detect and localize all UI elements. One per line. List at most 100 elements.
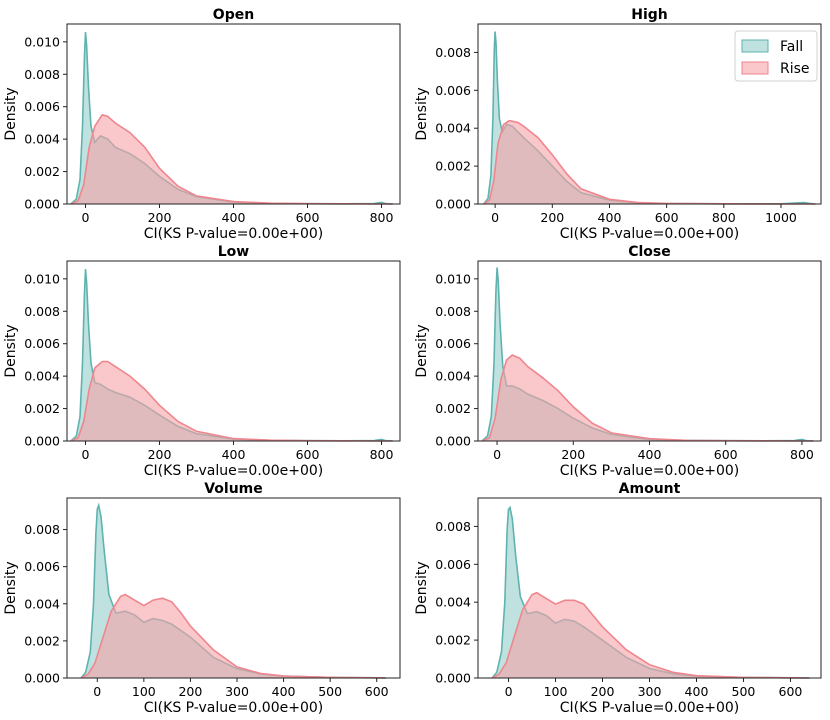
- x-tick-label-open: 800: [370, 210, 394, 225]
- x-tick-label-amount: 200: [591, 684, 615, 699]
- y-axis-label-low: Density: [3, 324, 19, 377]
- y-tick-label-high: 0.008: [435, 45, 471, 60]
- y-tick-label-open: 0.006: [24, 99, 60, 114]
- x-tick-label-close: 200: [561, 447, 585, 462]
- chart-title-volume: Volume: [204, 481, 263, 497]
- x-tick-label-open: 600: [296, 210, 320, 225]
- x-tick-label-low: 600: [296, 447, 320, 462]
- axes-frame-volume: [66, 497, 401, 679]
- y-tick-label-low: 0.002: [24, 401, 60, 416]
- x-tick-label-low: 0: [82, 447, 90, 462]
- y-tick-label-close: 0.004: [435, 369, 471, 384]
- y-tick-label-close: 0.010: [435, 271, 471, 286]
- series-line-rise-volume: [80, 593, 387, 679]
- legend-swatch-rise: [741, 61, 769, 75]
- y-tick-label-volume: 0.004: [24, 596, 60, 611]
- x-tick-label-open: 400: [222, 210, 246, 225]
- panel-volume: 0 100 200 300 400 500 600 0.000 0.002 0.004 0.006 0…: [3, 481, 401, 716]
- y-tick-label-volume: 0.006: [24, 559, 60, 574]
- y-tick-label-low: 0.000: [24, 434, 60, 449]
- y-tick-label-open: 0.010: [24, 34, 60, 49]
- x-tick-label-high: 1000: [765, 210, 797, 225]
- x-tick-label-amount: 400: [685, 684, 709, 699]
- x-tick-label-volume: 0: [93, 684, 101, 699]
- chart-title-low: Low: [218, 244, 250, 260]
- y-tick-label-open: 0.004: [24, 132, 60, 147]
- y-tick-label-amount: 0.000: [435, 671, 471, 686]
- panel-high: 0 200 400 600 800 1000 0.000 0.002 0.004 0.006 0.0…: [414, 7, 822, 242]
- legend-swatch-fall: [741, 39, 769, 53]
- x-tick-label-open: 0: [82, 210, 90, 225]
- panel-open: 0 200 400 600 800 0.000 0.002 0.004 0.006 0.008 0.…: [3, 7, 401, 242]
- x-axis-label-amount: CI(KS P-value=0.00e+00): [560, 700, 739, 716]
- panel-amount: 0 100 200 300 400 500 600 0.000 0.002 0.004 0.006 0…: [414, 481, 822, 716]
- x-axis-label-high: CI(KS P-value=0.00e+00): [560, 226, 739, 242]
- y-axis-label-amount: Density: [414, 561, 430, 614]
- x-tick-label-volume: 600: [365, 684, 389, 699]
- x-tick-label-high: 200: [540, 210, 564, 225]
- y-tick-label-open: 0.008: [24, 67, 60, 82]
- chart-title-amount: Amount: [619, 481, 681, 497]
- y-tick-label-open: 0.000: [24, 197, 60, 212]
- x-axis-label-close: CI(KS P-value=0.00e+00): [560, 463, 739, 479]
- legend-label-fall: Fall: [780, 39, 803, 55]
- chart-title-high: High: [631, 7, 668, 23]
- y-tick-label-close: 0.006: [435, 336, 471, 351]
- x-tick-label-close: 800: [790, 447, 814, 462]
- x-tick-label-high: 600: [655, 210, 679, 225]
- panels: 0 200 400 600 800 0.000 0.002 0.004 0.006 0.008 0.…: [3, 7, 822, 716]
- y-tick-label-low: 0.006: [24, 336, 60, 351]
- series-line-rise-amount: [491, 591, 810, 679]
- x-tick-label-amount: 600: [779, 684, 803, 699]
- x-axis-label-open: CI(KS P-value=0.00e+00): [144, 226, 323, 242]
- x-tick-label-high: 0: [491, 210, 499, 225]
- chart-title-close: Close: [628, 244, 671, 260]
- x-tick-label-volume: 400: [272, 684, 296, 699]
- y-axis-label-high: Density: [414, 87, 430, 140]
- x-tick-label-high: 400: [598, 210, 622, 225]
- axes-frame-high: [477, 23, 822, 205]
- y-axis-label-volume: Density: [3, 561, 19, 614]
- y-tick-label-amount: 0.002: [435, 633, 471, 648]
- series-area-rise-high: [483, 120, 816, 204]
- y-tick-label-low: 0.004: [24, 369, 60, 384]
- x-tick-label-amount: 300: [638, 684, 662, 699]
- y-tick-label-close: 0.000: [435, 434, 471, 449]
- y-tick-label-close: 0.002: [435, 401, 471, 416]
- x-axis-label-volume: CI(KS P-value=0.00e+00): [144, 700, 323, 716]
- y-tick-label-low: 0.008: [24, 304, 60, 319]
- y-axis-label-close: Density: [414, 324, 430, 377]
- y-tick-label-low: 0.010: [24, 271, 60, 286]
- series-area-rise-close: [481, 355, 814, 441]
- y-tick-label-amount: 0.006: [435, 557, 471, 572]
- x-tick-label-close: 400: [638, 447, 662, 462]
- y-tick-label-open: 0.002: [24, 164, 60, 179]
- x-tick-label-volume: 100: [132, 684, 156, 699]
- legend: Fall Rise: [734, 30, 818, 82]
- y-tick-label-high: 0.002: [435, 159, 471, 174]
- x-tick-label-close: 0: [493, 447, 501, 462]
- x-tick-label-low: 400: [222, 447, 246, 462]
- x-tick-label-volume: 500: [318, 684, 342, 699]
- x-tick-label-volume: 200: [178, 684, 202, 699]
- x-tick-label-low: 200: [148, 447, 172, 462]
- y-tick-label-high: 0.000: [435, 197, 471, 212]
- series-line-rise-high: [483, 119, 816, 205]
- panel-low: 0 200 400 600 800 0.000 0.002 0.004 0.006 0.008 0.…: [3, 244, 401, 479]
- x-tick-label-amount: 100: [544, 684, 568, 699]
- x-tick-label-amount: 0: [505, 684, 513, 699]
- legend-label-rise: Rise: [780, 61, 810, 77]
- chart-title-open: Open: [213, 7, 254, 23]
- y-tick-label-volume: 0.002: [24, 633, 60, 648]
- y-tick-label-volume: 0.008: [24, 522, 60, 537]
- x-tick-label-amount: 500: [732, 684, 756, 699]
- y-axis-label-open: Density: [3, 87, 19, 140]
- y-tick-label-amount: 0.008: [435, 519, 471, 534]
- series-area-rise-open: [70, 114, 393, 204]
- series-area-rise-volume: [81, 594, 386, 678]
- x-tick-label-high: 800: [712, 210, 736, 225]
- y-tick-label-high: 0.004: [435, 121, 471, 136]
- x-tick-label-low: 800: [370, 447, 394, 462]
- x-tick-label-close: 600: [714, 447, 738, 462]
